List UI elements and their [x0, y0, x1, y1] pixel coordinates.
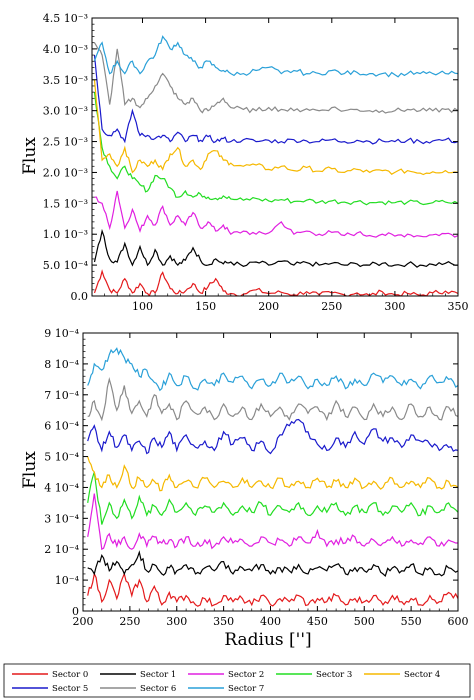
bottom-y-tick-label: 9 10⁻⁴	[44, 327, 79, 340]
legend-label-sector-1: Sector 1	[140, 670, 176, 680]
legend-box	[3, 663, 471, 698]
bottom-x-tick-label: 550	[401, 615, 422, 628]
top-x-tick-label: 250	[321, 300, 342, 313]
bottom-x-tick-label: 400	[260, 615, 281, 628]
bottom-y-tick-label: 6 10⁻⁴	[44, 420, 79, 433]
bottom-series-sector-0	[87, 572, 458, 607]
top-series-sector-1	[93, 228, 458, 268]
bottom-series-sector-5	[87, 418, 458, 455]
bottom-x-tick-label: 250	[119, 615, 140, 628]
top-series-sector-3	[93, 92, 458, 206]
bottom-y-tick-label: 3 10⁻⁴	[44, 512, 79, 525]
bottom-x-tick-label: 500	[354, 615, 375, 628]
top-series-sector-5	[93, 55, 458, 145]
bottom-y-tick-label: 5 10⁻⁴	[44, 451, 79, 464]
bottom-y-tick-label: 4 10⁻⁴	[44, 481, 79, 494]
top-y-tick-label: 3.0 10⁻³	[43, 105, 88, 118]
bottom-series-sector-7	[87, 347, 458, 392]
bottom-series-sector-1	[87, 550, 458, 577]
bottom-y-tick-label: 10⁻⁴	[55, 574, 80, 587]
bottom-y-tick-label: 7 10⁻⁴	[44, 389, 79, 402]
top-y-tick-label: 0.0	[71, 290, 89, 303]
bottom-x-tick-label: 450	[307, 615, 328, 628]
top-plot-frame	[91, 17, 459, 297]
top-y-tick-label: 1.0 10⁻³	[43, 228, 88, 241]
legend-label-sector-4: Sector 4	[404, 670, 440, 680]
top-series-sector-4	[93, 79, 458, 176]
bottom-panel: 200 250 300 350 400 450 500 550 600 0 10⁻⁴ 2 10⁻⁴ 3 …	[44, 327, 468, 628]
bottom-x-tick-label: 600	[448, 615, 469, 628]
bottom-series-sector-3	[87, 471, 458, 525]
top-x-tick-label: 150	[195, 300, 216, 313]
legend-label-sector-3: Sector 3	[316, 670, 352, 680]
bottom-x-tick-label: 300	[166, 615, 187, 628]
top-series-group	[93, 35, 458, 296]
top-y-tick-label: 4.0 10⁻³	[43, 43, 88, 56]
top-y-axis-title: Flux	[20, 137, 40, 175]
bottom-series-group	[87, 347, 458, 607]
legend-label-sector-5: Sector 5	[52, 684, 88, 694]
top-y-tick-label: 2.5 10⁻³	[43, 136, 88, 149]
legend-label-sector-7: Sector 7	[228, 684, 264, 694]
bottom-y-tick-label: 0	[72, 605, 79, 618]
bottom-series-sector-2	[87, 493, 458, 551]
top-y-tick-label: 5.0 10⁻⁴	[43, 259, 89, 272]
bottom-y-tick-label: 2 10⁻⁴	[44, 543, 79, 556]
bottom-x-axis-title: Radius ['']	[224, 630, 311, 650]
top-y-tick-label: 4.5 10⁻³	[43, 12, 88, 25]
top-x-tick-label: 300	[384, 300, 405, 313]
bottom-series-sector-6	[87, 376, 458, 422]
bottom-x-tick-label: 200	[73, 615, 94, 628]
bottom-y-tick-label: 8 10⁻⁴	[44, 358, 79, 371]
top-y-tick-label: 3.5 10⁻³	[43, 74, 88, 87]
top-series-sector-6	[93, 42, 458, 114]
bottom-series-sector-4	[87, 456, 458, 492]
top-series-sector-0	[93, 269, 458, 296]
bottom-x-tick-label: 350	[213, 615, 234, 628]
top-y-tick-label: 1.5 10⁻³	[43, 197, 88, 210]
top-x-tick-label: 350	[448, 300, 469, 313]
top-panel: 100 150 200 250 300 350 0.0 5.0 10⁻⁴ 1.0 10⁻³ 1.5…	[43, 12, 469, 313]
legend: Sector 0 Sector 1 Sector 2 Sector 3 Sector 4…	[3, 663, 471, 698]
top-x-tick-label: 100	[132, 300, 153, 313]
top-series-sector-2	[94, 190, 458, 238]
top-y-tick-label: 2.0 10⁻³	[43, 166, 88, 179]
legend-label-sector-0: Sector 0	[52, 670, 88, 680]
legend-label-sector-2: Sector 2	[228, 670, 264, 680]
top-x-tick-label: 200	[258, 300, 279, 313]
bottom-y-axis-title: Flux	[20, 451, 40, 489]
top-series-sector-7	[93, 35, 458, 78]
legend-label-sector-6: Sector 6	[140, 684, 176, 694]
